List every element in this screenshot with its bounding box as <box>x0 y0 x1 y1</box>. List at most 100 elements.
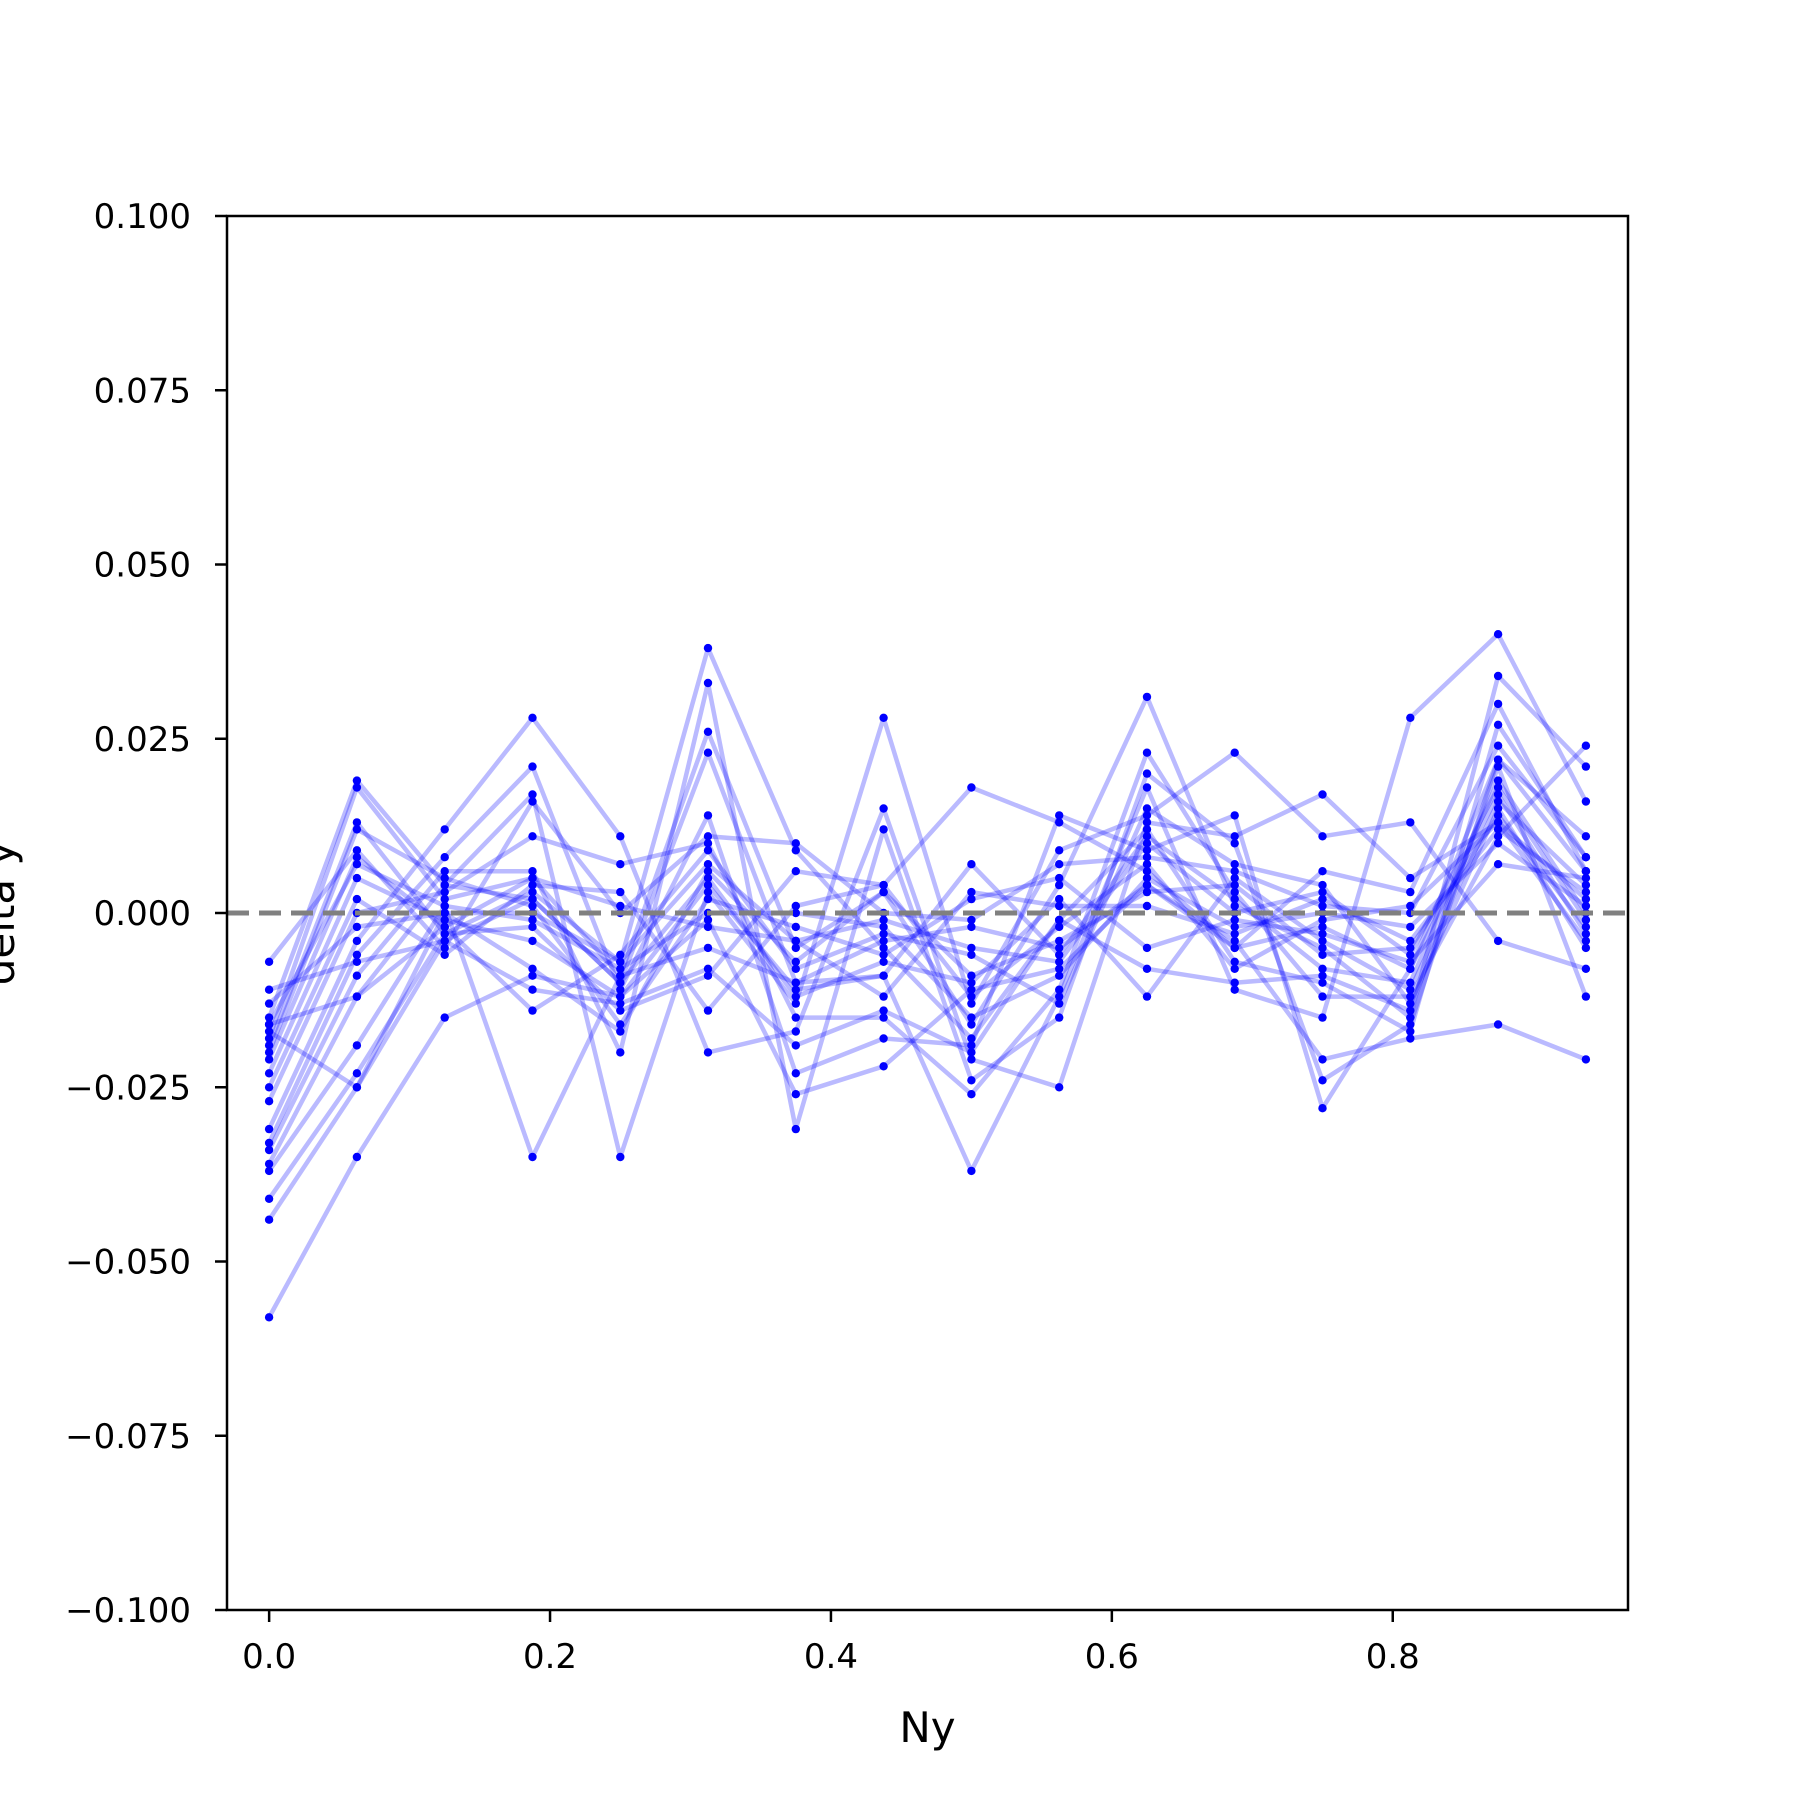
data-point-7-5 <box>616 985 625 994</box>
data-point-9-10 <box>1055 985 1064 994</box>
data-point-11-11 <box>1142 832 1152 841</box>
data-point-2-9 <box>967 1166 976 1176</box>
data-point-8-14 <box>1406 873 1415 883</box>
data-point-12-16 <box>1581 943 1591 953</box>
y-axis-ticks: −0.100 −0.075 −0.050 −0.025 0.000 0.025 0.050 0… <box>65 197 227 1631</box>
data-point-10-10 <box>1055 818 1064 827</box>
series-line-9 <box>267 744 1588 1103</box>
data-point-3-9 <box>967 1034 976 1043</box>
data-point-8-16 <box>1581 894 1591 904</box>
data-point-7-4 <box>528 762 537 771</box>
data-point-15-5 <box>616 901 625 911</box>
data-point-14-11 <box>1142 860 1152 869</box>
data-point-14-6 <box>703 971 713 980</box>
data-point-20-4 <box>528 985 537 994</box>
data-point-22-6 <box>703 943 713 953</box>
data-point-22-3 <box>440 922 449 932</box>
data-point-22-15 <box>1493 755 1503 764</box>
data-point-15-6 <box>703 922 713 932</box>
data-point-19-10 <box>1055 957 1064 966</box>
data-point-18-4 <box>528 894 537 904</box>
data-point-7-9 <box>967 1041 976 1050</box>
data-point-4-7 <box>791 943 800 953</box>
data-point-21-16 <box>1581 853 1591 862</box>
data-point-19-2 <box>352 922 362 932</box>
data-point-15-12 <box>1230 929 1239 939</box>
data-point-18-3 <box>440 880 449 890</box>
data-point-18-7 <box>791 992 800 1001</box>
data-point-19-5 <box>616 957 625 966</box>
data-point-9-14 <box>1406 992 1415 1001</box>
data-point-8-12 <box>1230 832 1239 841</box>
data-point-15-2 <box>352 783 362 792</box>
data-point-15-1 <box>264 1034 274 1043</box>
data-point-3-1 <box>264 1194 274 1204</box>
data-point-21-11 <box>1142 853 1152 862</box>
data-point-15-13 <box>1318 894 1327 904</box>
data-point-6-5 <box>616 1048 625 1057</box>
data-point-21-13 <box>1318 901 1327 911</box>
series-line-16 <box>267 813 1588 1090</box>
data-point-1-13 <box>1318 1055 1327 1064</box>
data-point-13-2 <box>352 825 362 834</box>
data-point-9-3 <box>440 887 449 897</box>
x-axis-ticks: 0.0 0.2 0.4 0.6 0.8 <box>242 1610 1420 1677</box>
data-point-11-1 <box>264 1069 274 1078</box>
data-point-9-16 <box>1581 741 1591 750</box>
data-point-8-2 <box>352 936 362 946</box>
series-line-6 <box>267 680 1588 1152</box>
data-point-7-11 <box>1142 846 1152 855</box>
data-point-1-3 <box>440 1013 449 1022</box>
data-point-22-10 <box>1055 943 1064 953</box>
data-point-13-3 <box>440 873 449 883</box>
data-point-20-3 <box>440 936 449 946</box>
data-point-17-12 <box>1230 922 1239 932</box>
data-point-1-15 <box>1493 1020 1503 1029</box>
data-point-4-9 <box>967 1020 976 1029</box>
data-point-12-2 <box>352 853 362 862</box>
data-point-11-13 <box>1318 964 1327 973</box>
data-point-9-1 <box>264 1097 274 1106</box>
data-point-13-9 <box>967 894 976 904</box>
series-line-4 <box>267 673 1588 1173</box>
data-point-16-7 <box>791 957 800 966</box>
data-point-11-2 <box>352 873 362 883</box>
data-point-6-14 <box>1406 1020 1415 1029</box>
data-point-6-11 <box>1142 769 1152 778</box>
data-point-12-11 <box>1142 804 1152 813</box>
data-point-6-2 <box>352 971 362 980</box>
data-point-6-7 <box>791 1124 800 1134</box>
data-point-3-14 <box>1406 1027 1415 1036</box>
data-point-22-14 <box>1406 964 1415 973</box>
x-tick-label: 0.0 <box>242 1637 296 1677</box>
data-point-16-16 <box>1581 922 1591 932</box>
data-point-5-7 <box>791 999 800 1008</box>
data-point-10-11 <box>1142 867 1152 876</box>
data-point-15-15 <box>1493 825 1503 834</box>
y-tick-label: −0.075 <box>65 1417 191 1457</box>
data-point-19-11 <box>1142 839 1152 848</box>
data-point-21-9 <box>967 915 976 925</box>
series-line-13 <box>267 827 1587 1054</box>
data-point-12-7 <box>791 964 800 973</box>
y-tick-label: −0.025 <box>65 1068 191 1108</box>
data-point-20-5 <box>616 999 625 1008</box>
series-line-22 <box>268 757 1588 1027</box>
data-point-12-10 <box>1055 999 1064 1008</box>
data-point-5-1 <box>264 1159 274 1169</box>
data-point-3-12 <box>1230 957 1239 966</box>
data-point-3-11 <box>1142 825 1152 834</box>
data-point-18-5 <box>616 978 625 987</box>
data-point-6-6 <box>703 678 713 688</box>
data-point-5-12 <box>1230 748 1239 757</box>
data-point-20-12 <box>1230 978 1239 987</box>
y-tick-label: 0.075 <box>94 371 191 411</box>
series-line-20 <box>268 764 1589 1055</box>
data-point-22-5 <box>616 971 625 980</box>
data-point-2-6 <box>703 748 713 757</box>
y-tick-label: 0.100 <box>94 197 191 237</box>
data-point-2-14 <box>1406 713 1415 722</box>
data-point-19-1 <box>264 999 274 1008</box>
data-point-9-11 <box>1142 748 1152 757</box>
data-point-5-10 <box>1055 846 1064 855</box>
